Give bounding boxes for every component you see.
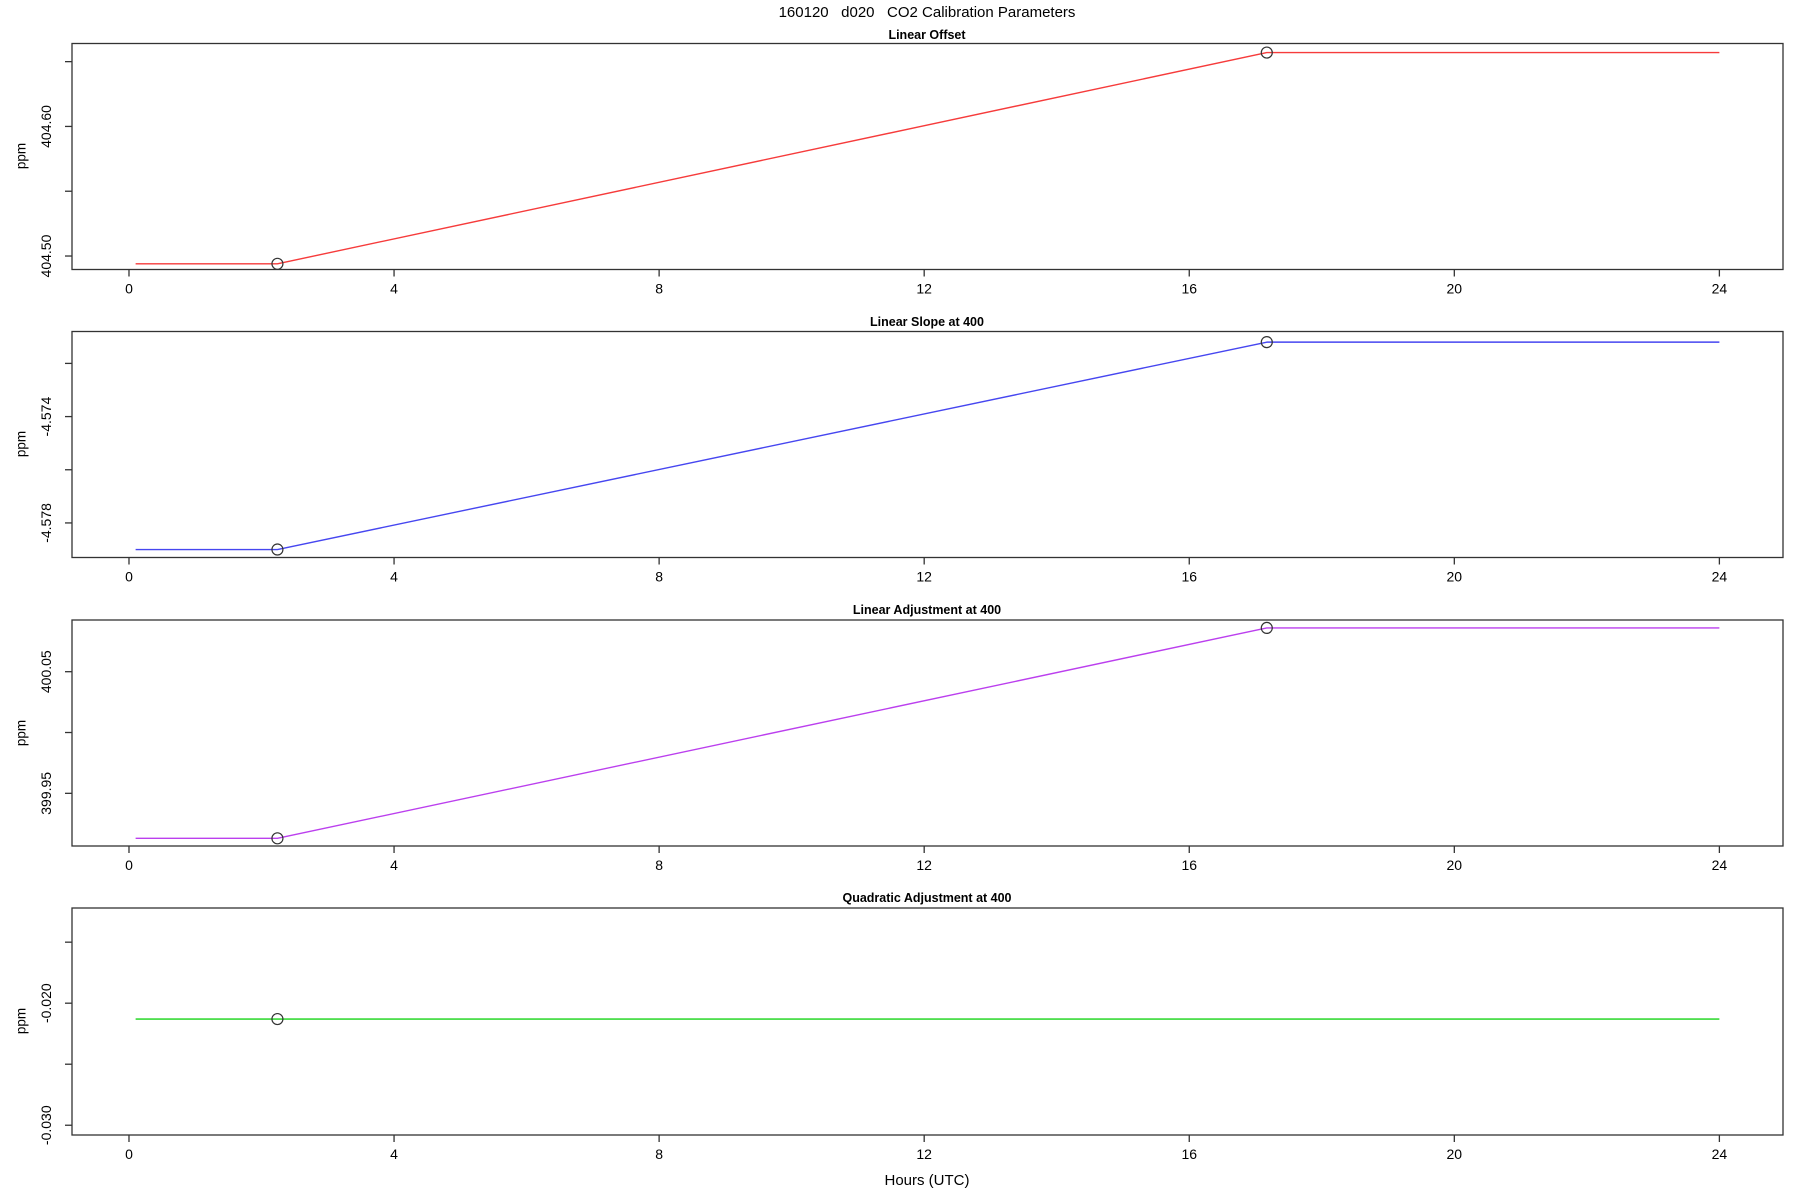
data-point-marker bbox=[271, 1012, 284, 1026]
series-line bbox=[135, 627, 1720, 840]
x-axis-tick-label: 4 bbox=[390, 1146, 398, 1162]
y-axis-tick-label: -0.020 bbox=[38, 983, 54, 1023]
y-axis-tick-label: 400.05 bbox=[38, 650, 54, 693]
x-axis-tick-label: 8 bbox=[655, 1146, 663, 1162]
x-axis-tick-label: 0 bbox=[125, 569, 133, 585]
data-point-marker bbox=[271, 257, 284, 270]
x-axis-tick-label: 20 bbox=[1447, 1146, 1463, 1162]
panel-border bbox=[71, 330, 1784, 559]
panel-border bbox=[71, 42, 1784, 271]
x-axis-tick-label: 4 bbox=[390, 281, 398, 297]
data-point-marker bbox=[1260, 46, 1273, 59]
y-axis-tick-label: -0.030 bbox=[38, 1105, 54, 1145]
x-axis-tick-label: 0 bbox=[125, 281, 133, 297]
x-axis-tick-label: 12 bbox=[916, 569, 932, 585]
x-axis-tick-label: 16 bbox=[1181, 281, 1197, 297]
x-axis-tick-label: 12 bbox=[916, 857, 932, 873]
x-axis-tick-label: 24 bbox=[1712, 569, 1728, 585]
y-axis-tick-label: 399.95 bbox=[38, 772, 54, 815]
x-axis-tick-label: 24 bbox=[1712, 857, 1728, 873]
x-axis-tick-label: 8 bbox=[655, 281, 663, 297]
y-axis-tick-label: 404.60 bbox=[38, 105, 54, 148]
x-axis-tick-label: 12 bbox=[916, 281, 932, 297]
x-axis-tick-label: 24 bbox=[1712, 1146, 1728, 1162]
x-axis-tick-label: 12 bbox=[916, 1146, 932, 1162]
x-axis-tick-label: 16 bbox=[1181, 1146, 1197, 1162]
y-axis-tick-label: -4.574 bbox=[38, 397, 54, 437]
x-axis-tick-label: 16 bbox=[1181, 569, 1197, 585]
data-point-marker bbox=[1260, 621, 1273, 635]
x-axis-tick-label: 0 bbox=[125, 857, 133, 873]
x-axis-tick-label: 16 bbox=[1181, 857, 1197, 873]
panel-border bbox=[71, 907, 1784, 1136]
x-axis-tick-label: 8 bbox=[655, 569, 663, 585]
panel-border bbox=[71, 619, 1784, 847]
x-axis-tick-label: 20 bbox=[1447, 857, 1463, 873]
series-line bbox=[135, 51, 1720, 265]
panel-title-linear-adjustment: Linear Adjustment at 400 bbox=[852, 603, 1002, 617]
panel-title-linear-slope: Linear Slope at 400 bbox=[870, 315, 984, 329]
x-axis-tick-label: 4 bbox=[390, 569, 398, 585]
y-axis-tick-label: 404.50 bbox=[38, 234, 54, 277]
x-axis-tick-label: 8 bbox=[655, 857, 663, 873]
x-axis-tick-label: 4 bbox=[390, 857, 398, 873]
figure-title: 160120 d020 CO2 Calibration Parameters bbox=[778, 4, 1076, 21]
x-axis-tick-label: 0 bbox=[125, 1146, 133, 1162]
data-point-marker bbox=[271, 832, 284, 845]
x-axis-tick-label: 24 bbox=[1712, 281, 1728, 297]
data-point-marker bbox=[271, 543, 284, 556]
x-axis-title: Hours (UTC) bbox=[884, 1172, 970, 1189]
x-axis-tick-label: 20 bbox=[1447, 281, 1463, 297]
panel-title-linear-offset: Linear Offset bbox=[888, 28, 966, 42]
data-point-marker bbox=[1260, 336, 1273, 349]
x-axis-tick-label: 20 bbox=[1447, 569, 1463, 585]
panel-title-quadratic-adjustment: Quadratic Adjustment at 400 bbox=[842, 891, 1012, 905]
series-line bbox=[135, 341, 1720, 551]
y-axis-tick-label: -4.578 bbox=[38, 503, 54, 543]
